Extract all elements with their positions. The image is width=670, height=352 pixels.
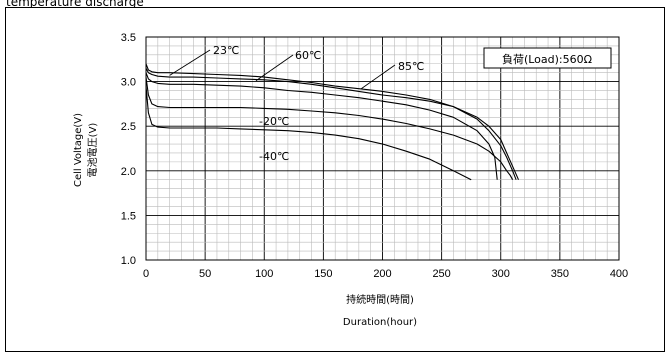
leader-line-0 (169, 49, 211, 76)
load-label: 負荷(Load):560Ω (502, 53, 592, 66)
x-tick-label: 0 (143, 268, 149, 280)
load-label-box (483, 47, 612, 69)
y-tick-label: 3.5 (121, 32, 136, 44)
plot-border (145, 36, 620, 261)
series-line-0 (145, 63, 517, 180)
series-line-2 (145, 72, 498, 180)
x-axis-ticks: 0 50 100 150 200 250 300 350 400 (143, 268, 628, 280)
leader-line-2 (360, 64, 396, 90)
series-label-85c: 85℃ (398, 60, 424, 73)
series-label-23c: 23℃ (213, 44, 239, 57)
series-line-4 (145, 86, 472, 181)
grid (146, 37, 619, 260)
leader-line-1 (255, 54, 294, 82)
series-line-3 (145, 77, 514, 180)
y-tick-label: 2.5 (121, 121, 136, 133)
x-tick-label: 150 (314, 268, 332, 280)
x-tick-label: 200 (373, 268, 391, 280)
x-tick-label: 100 (255, 268, 273, 280)
series (145, 63, 520, 181)
x-tick-label: 400 (610, 268, 628, 280)
y-tick-label: 3.0 (121, 77, 136, 89)
series-label-60c: 60℃ (295, 49, 321, 62)
label-leaders (169, 49, 396, 90)
y-tick-label: 2.0 (121, 166, 136, 178)
y-axis-title-en: Cell Voltage(V) (73, 113, 84, 187)
series-line-1 (145, 67, 520, 180)
x-axis-title-ja: 持続時間(時間) (346, 293, 414, 306)
y-axis-ticks: 1.0 1.5 2.0 2.5 3.0 3.5 (121, 32, 136, 267)
y-tick-label: 1.0 (121, 255, 136, 267)
series-label-minus20c: -20℃ (259, 115, 289, 128)
x-tick-label: 250 (432, 268, 450, 280)
x-tick-label: 300 (492, 268, 510, 280)
series-label-minus40c: -40℃ (259, 150, 289, 163)
y-axis-title-ja: 電池電圧(V) (86, 123, 99, 178)
discharge-chart: 0 50 100 150 200 250 300 350 400 1.0 1.5 2.0 2.5 3.0… (73, 32, 628, 328)
x-tick-label: 350 (551, 268, 569, 280)
y-tick-label: 1.5 (121, 210, 136, 222)
x-axis-title-en: Duration(hour) (343, 317, 417, 328)
x-tick-label: 50 (199, 268, 211, 280)
page-title: temperature discharge (6, 0, 144, 9)
